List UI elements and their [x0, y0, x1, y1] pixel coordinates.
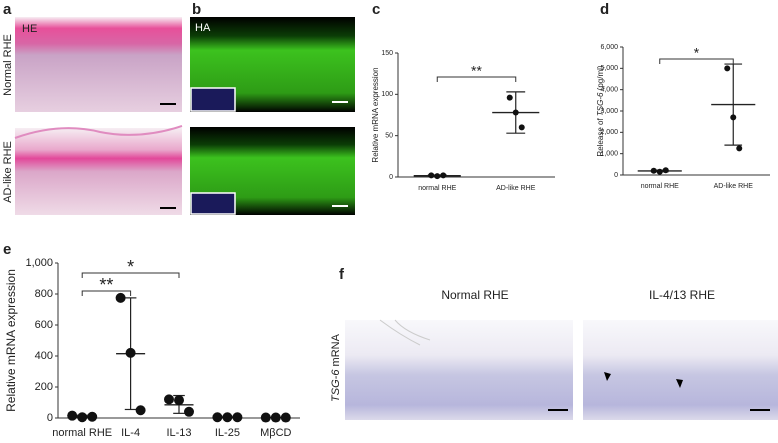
x-tick-label: IL-13 [166, 427, 191, 439]
significance-bracket [81, 290, 132, 296]
y-tick-label: 1,000 [25, 257, 53, 269]
data-point [662, 167, 669, 174]
data-point [736, 145, 743, 152]
x-tick-label: IL-25 [215, 427, 240, 439]
data-point [125, 347, 136, 358]
x-tick-label: normal RHE [52, 427, 112, 439]
data-point [184, 406, 194, 417]
y-axis-label-part: (pg/ml) [596, 65, 605, 92]
x-tick-label: normal RHE [418, 185, 456, 192]
y-axis-label-part: Release of [596, 116, 605, 156]
fiber [379, 319, 431, 346]
y-axis-label: Relative mRNA expression [371, 67, 380, 162]
column-label: IL-4/13 RHE [649, 288, 715, 302]
data-point [135, 405, 146, 416]
y-tick-label: 400 [35, 350, 53, 362]
x-tick-label: normal RHE [641, 183, 679, 190]
side-label-gene: TSG-6 [330, 369, 342, 402]
stratum-fold [14, 125, 183, 139]
data-point [280, 412, 291, 423]
he-image [15, 17, 182, 112]
y-tick-label: 50 [385, 133, 393, 140]
data-point [164, 394, 174, 405]
stain-label: HE [22, 23, 37, 35]
y-tick-label: 100 [381, 91, 393, 98]
data-point [115, 292, 126, 303]
data-point [506, 94, 513, 101]
data-point [730, 114, 737, 121]
data-point [232, 412, 243, 423]
data-point [270, 412, 281, 423]
x-tick-label: AD-like RHE [496, 185, 536, 192]
panel-letter: a [3, 1, 12, 18]
panel-letter: d [600, 1, 609, 18]
y-tick-label: 2,000 [600, 129, 618, 136]
data-point [67, 410, 78, 421]
y-axis-label: Relative mRNA expression [4, 269, 18, 412]
data-point [87, 411, 98, 422]
data-point [222, 412, 233, 423]
he-image [15, 128, 182, 215]
data-point [518, 124, 525, 131]
y-tick-label: 800 [35, 288, 53, 300]
significance-label: * [694, 45, 700, 61]
panel-letter: c [372, 1, 380, 18]
y-tick-label: 3,000 [600, 108, 618, 115]
column-label: Normal RHE [441, 288, 508, 302]
y-tick-label: 6,000 [600, 44, 618, 51]
row-label: Normal RHE [2, 34, 14, 96]
y-tick-label: 0 [614, 172, 618, 179]
data-point [428, 172, 435, 179]
y-tick-label: 1,000 [600, 151, 618, 158]
data-point [174, 395, 184, 406]
x-tick-label: IL-4 [121, 427, 140, 439]
y-tick-label: 150 [381, 50, 393, 57]
y-tick-label: 0 [389, 174, 393, 181]
row-label: AD-like RHE [2, 141, 14, 203]
inset-image [190, 192, 236, 215]
significance-label: ** [99, 275, 113, 295]
panel-letter: f [339, 266, 345, 283]
data-point [260, 412, 271, 423]
data-point [77, 412, 88, 423]
data-point [512, 109, 519, 116]
significance-label: * [127, 257, 134, 277]
significance-label: ** [471, 63, 482, 79]
tsg6-image [345, 320, 573, 420]
data-point [440, 172, 447, 179]
y-tick-label: 5,000 [600, 65, 618, 72]
y-tick-label: 200 [35, 381, 53, 393]
side-label-rest: mRNA [330, 333, 342, 369]
side-label: TSG-6 mRNA [330, 333, 342, 402]
data-point [434, 173, 441, 180]
stain-label: HA [195, 22, 211, 34]
significance-bracket [436, 76, 517, 82]
significance-bracket [81, 272, 180, 278]
data-point [650, 167, 657, 174]
data-point [724, 65, 731, 72]
data-point [212, 412, 223, 423]
significance-bracket [659, 58, 734, 64]
tsg6-image [583, 320, 778, 420]
y-tick-label: 600 [35, 319, 53, 331]
inset-image [190, 87, 236, 112]
data-point [656, 168, 663, 175]
y-axis-label-part: TSG-6 [596, 92, 605, 116]
panel-letter: e [3, 241, 11, 258]
y-axis-label: Release of TSG-6 (pg/ml) [596, 65, 605, 156]
panel-letter: b [192, 1, 201, 18]
y-tick-label: 4,000 [600, 87, 618, 94]
y-tick-label: 0 [47, 412, 53, 424]
x-tick-label: AD-like RHE [714, 183, 754, 190]
x-tick-label: MβCD [260, 427, 291, 439]
